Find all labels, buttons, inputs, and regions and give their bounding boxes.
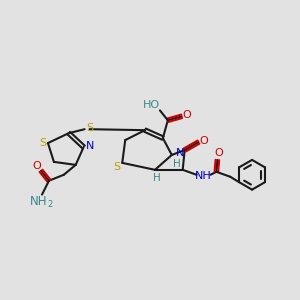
Text: O: O	[182, 110, 191, 120]
Text: HO: HO	[142, 100, 160, 110]
Text: O: O	[33, 161, 41, 171]
Text: S: S	[113, 162, 120, 172]
Text: O: O	[199, 136, 208, 146]
Text: N: N	[86, 141, 95, 151]
Text: NH: NH	[30, 195, 48, 208]
Text: S: S	[86, 123, 93, 133]
Text: NH: NH	[195, 171, 212, 181]
Text: S: S	[39, 138, 46, 148]
Text: H: H	[153, 173, 161, 183]
Text: O: O	[214, 148, 223, 158]
Text: H: H	[173, 159, 181, 169]
Text: 2: 2	[47, 200, 52, 209]
Text: N: N	[176, 148, 184, 158]
